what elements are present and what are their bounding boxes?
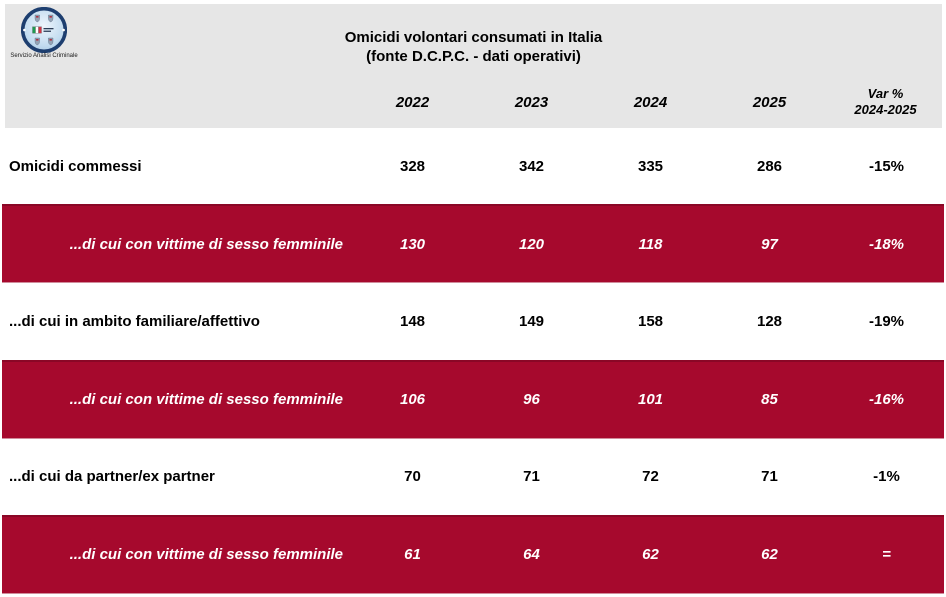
cell-2025: 128 <box>756 312 783 330</box>
cell-2024: 158 <box>637 312 664 330</box>
cell-2025: 62 <box>761 546 778 564</box>
row-label: ...di cui con vittime di sesso femminile <box>69 546 343 564</box>
title-line-1: Omicidi volontari consumati in Italia <box>344 29 603 46</box>
column-header-2025: 2025 <box>752 93 787 111</box>
table-row: ...di cui con vittime di sesso femminile… <box>2 204 944 284</box>
table-row: ...di cui da partner/ex partner 70 71 72… <box>2 438 944 515</box>
cell-2022: 328 <box>399 157 426 175</box>
cell-2023: 64 <box>523 546 540 564</box>
table-row: Omicidi commessi 328 342 335 286 -15% <box>2 128 944 205</box>
cell-var-percent: -16% <box>868 391 905 409</box>
cell-2022: 70 <box>404 468 421 486</box>
row-label: ...di cui con vittime di sesso femminile <box>69 391 343 409</box>
row-label: ...di cui con vittime di sesso femminile <box>69 235 343 253</box>
table-row: ...di cui in ambito familiare/affettivo … <box>2 283 944 360</box>
cell-2023: 120 <box>518 235 545 253</box>
cell-2023: 96 <box>523 391 540 409</box>
table-header-band: Servizio Analisi Criminale Omicidi volon… <box>5 4 942 128</box>
cell-2024: 335 <box>637 157 664 175</box>
column-header-2023: 2023 <box>514 93 549 111</box>
row-label: ...di cui in ambito familiare/affettivo <box>9 312 260 330</box>
cell-2023: 149 <box>518 312 545 330</box>
cell-var-percent: -15% <box>868 157 905 175</box>
servizio-analisi-criminale-logo <box>21 7 67 53</box>
row-label: Omicidi commessi <box>9 157 142 175</box>
cell-2023: 342 <box>518 157 545 175</box>
cell-2022: 130 <box>399 235 426 253</box>
column-header-2024: 2024 <box>633 93 668 111</box>
cell-2025: 71 <box>761 468 778 486</box>
cell-2024: 101 <box>637 391 664 409</box>
column-header-var-percent: Var % 2024-2025 <box>829 86 942 118</box>
row-label: ...di cui da partner/ex partner <box>9 468 215 486</box>
cell-2023: 71 <box>523 468 540 486</box>
cell-2025: 286 <box>756 157 783 175</box>
title-line-2: (fonte D.C.P.C. - dati operativi) <box>366 48 581 65</box>
column-headers-row: 2022 2023 2024 2025 Var % 2024-2025 <box>5 80 942 124</box>
cell-2022: 106 <box>399 391 426 409</box>
var-header-line-1: Var % <box>867 86 904 101</box>
cell-2025: 85 <box>761 391 778 409</box>
column-header-2022: 2022 <box>395 93 430 111</box>
cell-var-percent: -19% <box>868 312 905 330</box>
table-title: Omicidi volontari consumati in Italia (f… <box>5 28 942 66</box>
cell-2022: 148 <box>399 312 426 330</box>
cell-var-percent: = <box>882 546 891 564</box>
table-row: ...di cui con vittime di sesso femminile… <box>2 514 944 595</box>
cell-2024: 118 <box>638 235 663 253</box>
cell-2022: 61 <box>404 546 421 564</box>
var-header-line-2: 2024-2025 <box>854 102 917 117</box>
table-body: Omicidi commessi 328 342 335 286 -15% ..… <box>0 128 946 595</box>
cell-2024: 62 <box>642 546 659 564</box>
logo-block: Servizio Analisi Criminale <box>9 7 79 60</box>
cell-var-percent: -1% <box>873 468 900 486</box>
cell-2024: 72 <box>642 468 659 486</box>
cell-var-percent: -18% <box>868 235 905 253</box>
cell-2025: 97 <box>761 235 778 253</box>
table-row: ...di cui con vittime di sesso femminile… <box>2 359 944 439</box>
logo-caption: Servizio Analisi Criminale <box>10 53 78 59</box>
